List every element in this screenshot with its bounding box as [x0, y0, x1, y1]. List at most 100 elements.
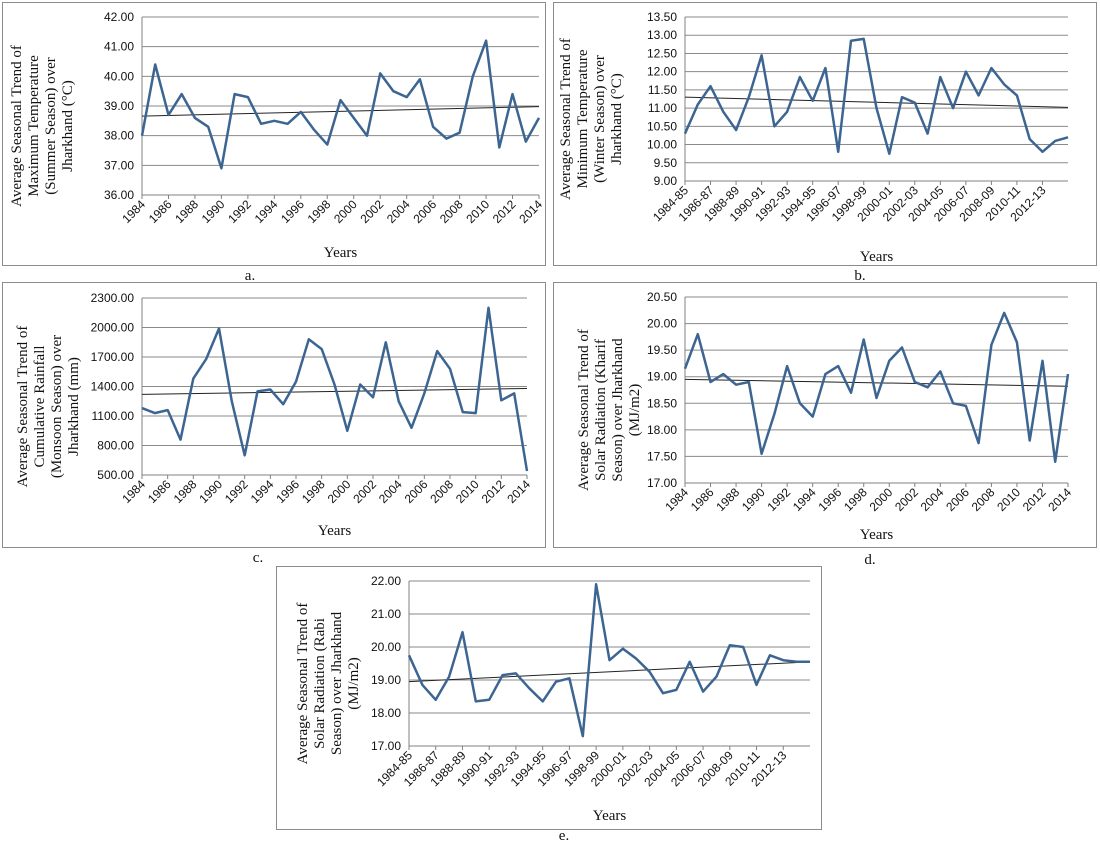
x-tick-label: 2014: [516, 197, 545, 226]
y-axis-title: Average Seasonal Trend of Solar Radiation…: [576, 329, 643, 491]
y-tick-label: 21.00: [371, 607, 401, 621]
chart-svg-b: 9.00 9.50 10.00 10.50 11.00 11.50 12.00 12.50 13…: [558, 10, 1069, 265]
y-axis-title-line: Maximum Temperature: [26, 55, 42, 197]
x-tick-label: 2002: [358, 197, 387, 226]
x-tick-label: 2004: [918, 485, 947, 514]
y-axis-title-line: Jharkhand (°C): [60, 80, 76, 171]
x-tick-label: 1988: [171, 477, 200, 506]
y-axis-title-line: Jharkhand (mm): [66, 357, 82, 456]
x-tick-label: 1994: [248, 477, 277, 506]
x-tick-label: 1996: [278, 197, 307, 226]
x-tick-label: 2002: [892, 485, 921, 514]
y-axis-title-line: (Summer Season) over: [43, 57, 59, 194]
y-tick-label: 11.00: [648, 101, 677, 115]
y-axis-title-line: Jharkhand (°C): [609, 73, 625, 164]
y-tick-label: 1100.00: [92, 409, 135, 423]
y-axis-title-line: Season) over Jharkhand: [610, 338, 626, 482]
data-series-line: [141, 306, 529, 472]
y-axis-title-line: Average Seasonal Trend of: [576, 329, 592, 491]
data-series-line: [140, 39, 541, 170]
y-tick-label: 500.00: [97, 468, 134, 482]
x-tick-label: 2000: [325, 477, 354, 506]
chart-panel-e: 17.00 18.00 19.00 20.00 21.00 22.00 1984-85 198…: [276, 566, 822, 830]
y-axis-title-line: Average Seasonal Trend of: [558, 38, 574, 200]
x-tick-label: 2006: [402, 477, 431, 506]
trend-line: [141, 106, 540, 117]
y-axis-title-line: Average Seasonal Trend of: [295, 603, 311, 765]
y-axis-title-line: (Winter Season) over: [592, 55, 608, 183]
x-tick-label: 1986: [145, 477, 174, 506]
x-tick-label: 2004: [384, 197, 413, 226]
x-axis-title: Years: [324, 245, 358, 261]
x-tick-label: 1996: [816, 485, 845, 514]
data-series-line: [683, 311, 1070, 463]
x-tick-label: 2014: [504, 477, 533, 506]
y-tick-label: 17.50: [647, 449, 677, 463]
y-tick-label: 41.00: [104, 40, 134, 54]
x-tick-label: 1990: [739, 485, 768, 514]
y-axis-title-line: (MJ/m2): [627, 384, 643, 437]
y-tick-label: 18.00: [647, 423, 677, 437]
y-tick-label: 17.00: [371, 739, 401, 753]
x-tick-label: 2008: [969, 485, 998, 514]
x-tick-label: 1988: [172, 197, 201, 226]
chart-svg-a: 36.0037.0038.0039.0040.0041.0042.0019841…: [9, 10, 545, 261]
chart-svg-c: 500.00 800.00 1100.00 1400.00 1700.00 2000.00…: [15, 291, 533, 539]
chart-panel-b: 9.00 9.50 10.00 10.50 11.00 11.50 12.00 12.50 13…: [553, 2, 1097, 266]
caption-d: d.: [864, 552, 876, 568]
y-tick-label: 20.50: [647, 290, 677, 304]
x-tick-label: 1994: [252, 197, 281, 226]
caption-c: c.: [252, 550, 264, 566]
x-tick-label: 1990: [199, 197, 228, 226]
x-tick-label: 2010: [453, 477, 482, 506]
x-axis-title: Years: [860, 249, 894, 265]
y-tick-label: 1700.00: [91, 350, 135, 364]
x-tick-label: 2012: [1020, 485, 1049, 514]
x-tick-label: 2012: [490, 197, 519, 226]
y-tick-label: 12.00: [647, 65, 677, 79]
caption-b: b.: [854, 268, 866, 284]
y-tick-label: 10.00: [647, 138, 677, 152]
x-tick-label: 1998: [299, 477, 328, 506]
x-tick-label: 2004: [376, 477, 405, 506]
y-axis-title: Average Seasonal Trend of Cumulative Rain…: [15, 326, 82, 488]
y-axis-title-line: (Monsoon Season) over: [49, 335, 65, 478]
x-tick-label: 1992: [222, 477, 251, 506]
y-tick-label: 40.00: [104, 69, 134, 83]
y-tick-label: 20.00: [647, 317, 677, 331]
x-tick-label: 1986: [688, 485, 717, 514]
trend-line: [684, 378, 1069, 387]
y-axis-title-line: Cumulative Rainfall: [32, 345, 48, 467]
y-axis-title: Average Seasonal Trend of Minimum Tempera…: [558, 38, 625, 200]
y-axis-title-line: Solar Radiation (Rabi: [312, 618, 328, 749]
y-tick-label: 12.50: [647, 46, 677, 60]
x-tick-label: 1992: [764, 485, 793, 514]
x-tick-label: 2000: [867, 485, 896, 514]
x-tick-label: 1998: [841, 485, 870, 514]
x-tick-label: 1994: [790, 485, 819, 514]
x-tick-label: 2014: [1045, 485, 1074, 514]
y-axis-title-line: Solar Radiation (Kharif: [593, 339, 609, 481]
y-tick-label: 38.00: [104, 129, 134, 143]
y-tick-label: 20.00: [371, 640, 401, 654]
y-tick-label: 37.00: [104, 158, 134, 172]
y-tick-label: 9.00: [654, 174, 678, 188]
x-tick-label: 2000: [331, 197, 360, 226]
trend-line: [141, 387, 528, 395]
y-tick-label: 800.00: [97, 439, 134, 453]
y-tick-label: 42.00: [104, 10, 134, 24]
chart-svg-d: 17.00 17.50 18.00 18.50 19.00 19.50 20.00 20.50…: [576, 290, 1074, 543]
x-tick-label: 2010: [994, 485, 1023, 514]
y-tick-label: 1400.00: [91, 380, 135, 394]
y-axis-title: Average Seasonal Trend of Solar Radiation…: [295, 603, 362, 765]
chart-svg-e: 17.0018.0019.0020.0021.0022.001984-85198…: [295, 574, 811, 824]
x-axis-title: Years: [318, 523, 352, 539]
x-tick-label: 2008: [427, 477, 456, 506]
x-tick-label: 1998: [305, 197, 334, 226]
data-series-line: [683, 37, 1069, 155]
y-axis-title: Average Seasonal Trend of Maximum Tempera…: [9, 45, 76, 207]
x-tick-label: 1990: [196, 477, 225, 506]
x-tick-label: 2006: [410, 197, 439, 226]
y-tick-label: 18.00: [371, 706, 401, 720]
y-tick-label: 18.50: [647, 396, 677, 410]
